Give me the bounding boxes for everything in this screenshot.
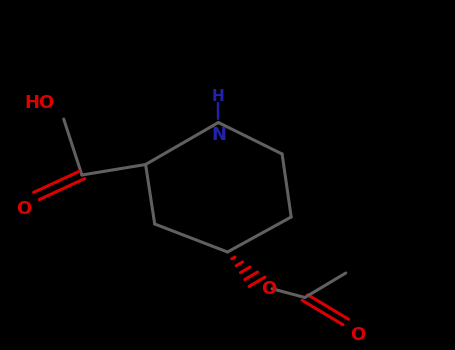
Text: H: H <box>212 89 225 104</box>
Text: O: O <box>16 199 32 217</box>
Text: N: N <box>211 126 226 144</box>
Text: HO: HO <box>25 94 55 112</box>
Text: O: O <box>262 280 277 298</box>
Text: O: O <box>350 326 366 343</box>
